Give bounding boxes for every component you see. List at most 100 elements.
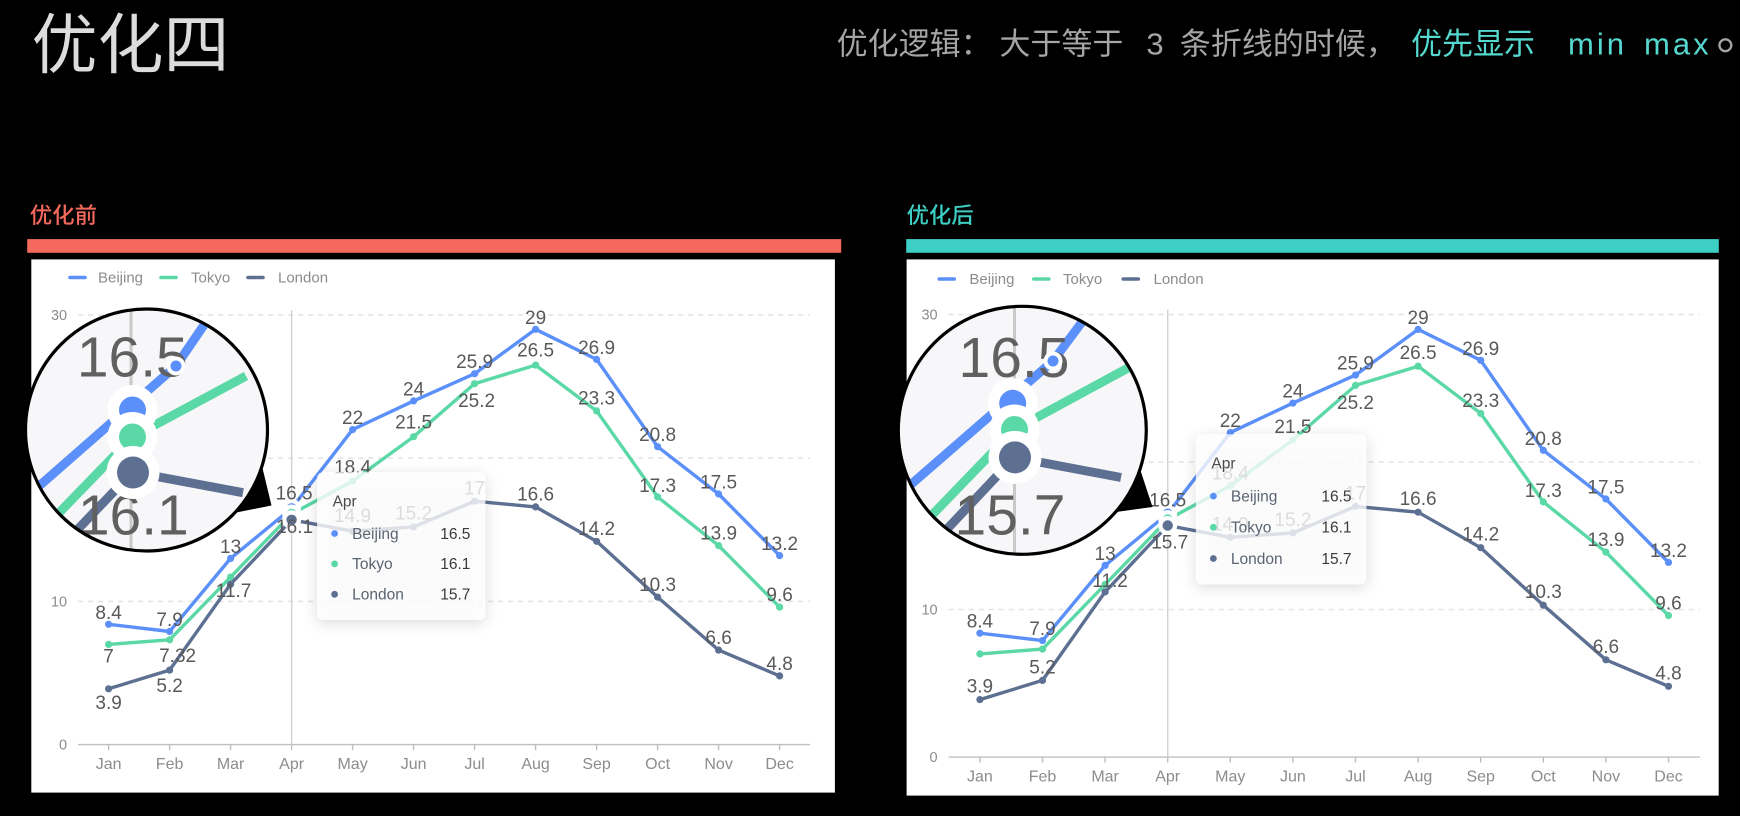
svg-text:16.5: 16.5: [440, 526, 470, 543]
svg-text:Jul: Jul: [1345, 769, 1365, 786]
svg-text:15.7: 15.7: [440, 587, 470, 604]
svg-text:Dec: Dec: [1654, 769, 1682, 786]
svg-text:Mar: Mar: [1091, 769, 1119, 786]
svg-text:17.5: 17.5: [1587, 478, 1624, 499]
svg-text:Tokyo: Tokyo: [352, 556, 393, 573]
svg-text:24: 24: [1282, 382, 1304, 403]
svg-text:21.5: 21.5: [1274, 417, 1311, 438]
svg-text:16.1: 16.1: [440, 556, 470, 573]
svg-text:0: 0: [930, 750, 938, 766]
svg-text:Tokyo: Tokyo: [1231, 520, 1272, 537]
svg-text:London: London: [352, 587, 404, 604]
svg-text:16.1: 16.1: [276, 517, 313, 538]
svg-text:30: 30: [51, 308, 67, 324]
svg-text:25.2: 25.2: [458, 391, 495, 412]
svg-text:14.2: 14.2: [1462, 525, 1499, 546]
svg-text:5.2: 5.2: [1029, 657, 1055, 678]
svg-text:Tokyo: Tokyo: [1063, 271, 1102, 288]
svg-text:13: 13: [1095, 544, 1116, 565]
svg-text:Feb: Feb: [156, 756, 184, 773]
svg-text:Mar: Mar: [217, 756, 245, 773]
svg-text:7.9: 7.9: [1029, 619, 1055, 640]
svg-text:Jun: Jun: [401, 756, 427, 773]
svg-text:29: 29: [525, 308, 546, 329]
svg-text:Nov: Nov: [704, 756, 732, 773]
svg-text:15.7: 15.7: [1321, 551, 1351, 568]
svg-text:16.5: 16.5: [1149, 491, 1186, 512]
svg-text:10.3: 10.3: [639, 575, 676, 596]
svg-text:Jan: Jan: [96, 756, 122, 773]
svg-text:9.6: 9.6: [1655, 594, 1681, 615]
svg-text:16.5: 16.5: [1321, 488, 1351, 505]
svg-text:6.6: 6.6: [1593, 637, 1619, 658]
svg-text:3: 3: [1146, 27, 1163, 62]
svg-text:7.9: 7.9: [156, 610, 182, 631]
svg-text:13.2: 13.2: [761, 534, 798, 555]
svg-text:16.1: 16.1: [1321, 520, 1351, 537]
svg-text:11.7: 11.7: [216, 581, 252, 602]
svg-text:25.9: 25.9: [1337, 354, 1374, 375]
svg-text:22: 22: [1220, 411, 1241, 432]
svg-text:13.2: 13.2: [1650, 541, 1687, 562]
svg-text:26.5: 26.5: [517, 341, 554, 362]
svg-text:London: London: [1154, 271, 1204, 288]
svg-text:3.9: 3.9: [95, 693, 121, 714]
svg-text:Jun: Jun: [1280, 769, 1306, 786]
svg-text:11.2: 11.2: [1092, 571, 1128, 592]
svg-text:29: 29: [1408, 308, 1429, 329]
svg-text:Dec: Dec: [765, 756, 793, 773]
svg-text:26.9: 26.9: [578, 338, 615, 359]
svg-text:15.7: 15.7: [955, 484, 1066, 548]
svg-text:Sep: Sep: [1466, 769, 1495, 786]
svg-text:min: min: [1568, 27, 1627, 62]
svg-text:17.3: 17.3: [639, 476, 676, 497]
svg-text:Oct: Oct: [645, 756, 670, 773]
svg-text:10.3: 10.3: [1525, 582, 1562, 603]
svg-text:Aug: Aug: [521, 756, 549, 773]
svg-text:0: 0: [59, 738, 67, 754]
svg-text:15.7: 15.7: [1151, 533, 1188, 554]
svg-text:17.3: 17.3: [1525, 481, 1562, 502]
svg-text:Sep: Sep: [582, 756, 611, 773]
svg-text:Aug: Aug: [1404, 769, 1432, 786]
svg-text:May: May: [337, 756, 367, 773]
svg-text:26.9: 26.9: [1462, 339, 1499, 360]
svg-text:25.2: 25.2: [1337, 393, 1374, 414]
svg-text:Beijing: Beijing: [98, 270, 143, 287]
svg-text:Beijing: Beijing: [352, 526, 399, 543]
svg-text:14.2: 14.2: [578, 519, 615, 540]
svg-text:7: 7: [103, 646, 114, 667]
svg-text:20.8: 20.8: [639, 425, 676, 446]
svg-text:max: max: [1644, 27, 1712, 62]
svg-text:Beijing: Beijing: [1231, 488, 1278, 505]
svg-text:16.5: 16.5: [276, 483, 313, 504]
svg-text:23.3: 23.3: [1462, 391, 1499, 412]
svg-text:21.5: 21.5: [395, 413, 432, 434]
svg-text:Nov: Nov: [1592, 769, 1620, 786]
svg-text:13.9: 13.9: [1587, 530, 1624, 551]
svg-text:Oct: Oct: [1531, 769, 1556, 786]
svg-text:Apr: Apr: [333, 494, 357, 511]
svg-text:8.4: 8.4: [967, 612, 994, 633]
svg-text:Jul: Jul: [464, 756, 484, 773]
svg-text:4.8: 4.8: [766, 654, 792, 675]
svg-text:Feb: Feb: [1029, 769, 1057, 786]
svg-text:10: 10: [921, 603, 937, 619]
svg-text:17.5: 17.5: [700, 473, 737, 494]
svg-text:25.9: 25.9: [456, 352, 493, 373]
svg-text:24: 24: [403, 379, 425, 400]
svg-text:6.6: 6.6: [705, 628, 731, 649]
svg-text:3.9: 3.9: [967, 677, 993, 698]
svg-text:London: London: [1231, 551, 1283, 568]
svg-text:30: 30: [921, 308, 937, 324]
svg-text:7.32: 7.32: [159, 646, 196, 667]
svg-text:10: 10: [51, 594, 67, 610]
svg-text:22: 22: [342, 408, 363, 429]
svg-text:Apr: Apr: [279, 756, 305, 773]
svg-text:4.8: 4.8: [1655, 663, 1681, 684]
svg-text:May: May: [1215, 769, 1245, 786]
svg-text:13: 13: [220, 537, 241, 558]
svg-text:16.6: 16.6: [517, 484, 554, 505]
svg-text:8.4: 8.4: [95, 603, 122, 624]
svg-text:5.2: 5.2: [156, 676, 182, 697]
